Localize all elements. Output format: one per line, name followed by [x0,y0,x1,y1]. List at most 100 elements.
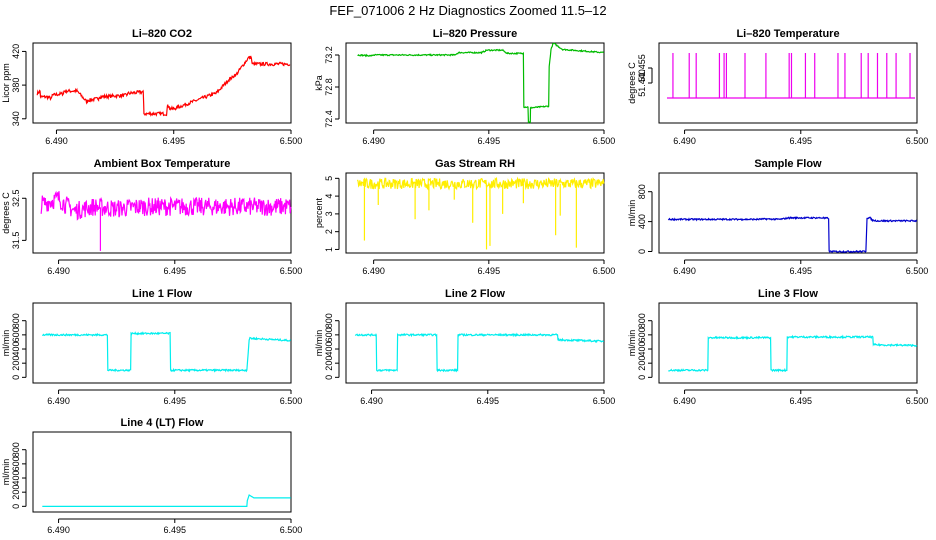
panel-title: Line 3 Flow [758,288,818,300]
x-tick-label: 6.500 [593,396,616,406]
x-tick-label: 6.495 [164,525,187,535]
y-tick-label: 0 [324,375,334,380]
x-tick-label: 6.495 [790,396,813,406]
x-tick-label: 6.490 [360,396,383,406]
x-tick-label: 6.490 [673,266,696,276]
y-tick-label: 400 [637,342,647,357]
panel-4: Ambient Box Temperature 6.490 6.495 6.500 31… [1,158,302,276]
x-tick-label: 6.490 [362,266,385,276]
panel-3: Li–820 Temperature 6.490 6.495 6.500 51.4405… [627,28,928,146]
y-tick-label: 0 [637,375,647,380]
panel-title: Ambient Box Temperature [94,158,231,170]
y-axis-label: kPa [314,75,324,91]
x-tick-label: 6.500 [280,525,303,535]
y-tick-label: 600 [11,327,21,342]
y-axis-label: degrees C [627,62,637,104]
x-tick-label: 6.495 [164,266,187,276]
series-line [36,55,291,117]
plot-frame [345,172,605,254]
x-tick-label: 6.490 [47,525,70,535]
x-tick-label: 6.500 [280,396,303,406]
y-tick-label: 1 [324,247,334,252]
plot-frame [658,302,918,384]
panel-8: Line 2 Flow 6.490 6.495 6.500 0 200400600800m… [314,288,615,406]
panel-title: Gas Stream RH [435,158,515,170]
y-tick-label: 800 [324,313,334,328]
y-tick-label: 32.5 [11,189,21,207]
y-axis-label: ml/min [1,330,11,357]
plot-frame [32,431,292,513]
y-tick-label: 380 [11,78,21,93]
y-axis-label: ml/min [1,459,11,486]
y-axis-label: degrees C [1,192,11,234]
x-tick-label: 6.500 [906,136,929,146]
x-tick-label: 6.490 [362,136,385,146]
panel-1: Li–820 CO2 6.490 6.495 6.500 340 380 420Licor … [1,28,302,146]
plot-frame [658,172,918,254]
x-tick-label: 6.495 [790,136,813,146]
plot-frame [345,42,605,124]
y-tick-label: 600 [11,456,21,471]
y-tick-label: 420 [11,44,21,59]
panel-title: Li–820 Temperature [736,28,839,40]
y-tick-label: 3 [324,211,334,216]
y-tick-label: 800 [637,313,647,328]
y-tick-label: 800 [637,184,647,199]
figure-title: FEF_071006 2 Hz Diagnostics Zoomed 11.5–… [329,3,606,18]
x-tick-label: 6.500 [280,136,303,146]
panel-title: Li–820 CO2 [132,28,192,40]
x-tick-label: 6.495 [162,136,185,146]
y-axis-label: Licor ppm [1,63,11,103]
y-tick-label: 200 [11,485,21,500]
y-axis-label: percent [314,197,324,228]
series-line [356,176,605,191]
y-tick-label: 400 [324,342,334,357]
y-tick-label: 200 [11,356,21,371]
plot-frame [345,302,605,384]
y-tick-label: 72.4 [324,110,334,128]
y-tick-label: 0 [637,249,647,254]
plot-frame [658,42,918,124]
y-tick-label: 51.455 [637,54,647,82]
plot-frame [32,42,292,124]
panel-5: Gas Stream RH 6.490 6.495 6.500 1 2 3 4 5 percent [314,158,615,276]
y-tick-label: 2 [324,229,334,234]
y-tick-label: 0 [11,375,21,380]
y-tick-label: 400 [11,471,21,486]
y-tick-label: 800 [11,442,21,457]
y-tick-label: 600 [324,327,334,342]
y-tick-label: 400 [637,214,647,229]
series-line [668,334,918,373]
panel-2: Li–820 Pressure 6.490 6.495 6.500 72.4 72.8 73… [314,28,615,146]
x-tick-label: 6.490 [47,396,70,406]
y-tick-label: 4 [324,194,334,199]
panel-7: Line 1 Flow 6.490 6.495 6.500 0 200400600800m… [1,288,302,406]
panel-title: Sample Flow [754,158,822,170]
series-line [40,190,292,221]
y-tick-label: 600 [637,327,647,342]
x-tick-label: 6.500 [906,396,929,406]
x-tick-label: 6.490 [45,136,68,146]
x-tick-label: 6.500 [593,266,616,276]
x-tick-label: 6.495 [164,396,187,406]
panel-title: Li–820 Pressure [433,28,517,40]
y-tick-label: 73.2 [324,46,334,64]
panel-9: Line 3 Flow 6.490 6.495 6.500 0 200400600800m… [627,288,928,406]
y-tick-label: 200 [637,356,647,371]
y-tick-label: 800 [11,313,21,328]
y-tick-label: 200 [324,356,334,371]
x-tick-label: 6.500 [593,136,616,146]
x-tick-label: 6.500 [906,266,929,276]
series-line [667,215,918,254]
y-tick-label: 51.440 [637,69,647,97]
y-axis-label: ml/min [627,330,637,357]
panel-title: Line 2 Flow [445,288,505,300]
y-tick-label: 340 [11,111,21,126]
y-tick-label: 0 [11,504,21,509]
series-line [357,42,605,124]
x-tick-label: 6.495 [478,136,501,146]
y-tick-label: 5 [324,176,334,181]
